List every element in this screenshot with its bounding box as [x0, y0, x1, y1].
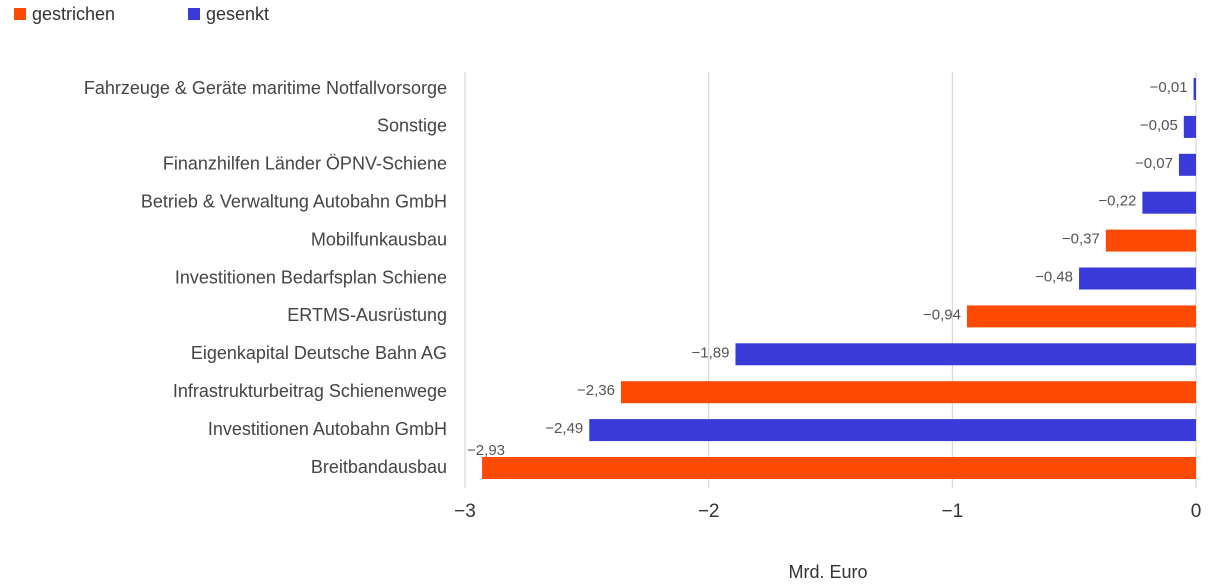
value-label: −0,37: [1062, 231, 1100, 248]
value-label: −0,22: [1098, 193, 1136, 210]
category-label: Eigenkapital Deutsche Bahn AG: [191, 343, 447, 363]
value-label: −0,01: [1150, 79, 1188, 96]
category-label: Finanzhilfen Länder ÖPNV-Schiene: [163, 154, 447, 174]
category-label: Breitbandausbau: [311, 457, 447, 477]
bar: [589, 419, 1196, 442]
value-label: −2,93: [467, 442, 505, 459]
bar: [620, 381, 1196, 404]
category-label: Investitionen Bedarfsplan Schiene: [175, 267, 447, 287]
category-label: ERTMS-Ausrüstung: [287, 305, 447, 325]
x-tick-label: −1: [941, 501, 963, 522]
bar: [1079, 267, 1196, 290]
value-label: −0,48: [1035, 268, 1073, 285]
value-label: −1,89: [692, 344, 730, 361]
bar: [482, 457, 1197, 479]
value-label: −0,05: [1140, 117, 1178, 134]
x-tick-label: 0: [1191, 501, 1202, 522]
category-label: Sonstige: [377, 116, 447, 136]
value-label: −2,49: [545, 420, 583, 437]
bar: [966, 305, 1196, 328]
bar: [1142, 191, 1196, 214]
x-axis-label: Mrd. Euro: [788, 562, 867, 582]
bar: [1105, 229, 1196, 252]
category-label: Fahrzeuge & Geräte maritime Notfallvorso…: [84, 78, 447, 98]
value-label: −0,94: [923, 306, 961, 323]
legend-label: gestrichen: [32, 4, 115, 24]
category-label: Betrieb & Verwaltung Autobahn GmbH: [141, 191, 447, 211]
legend-swatch: [14, 8, 26, 20]
legend-swatch: [188, 8, 200, 20]
bar: [735, 343, 1196, 366]
category-label: Mobilfunkausbau: [311, 229, 447, 249]
category-label: Infrastrukturbeitrag Schienenwege: [173, 381, 447, 401]
x-tick-label: −3: [454, 501, 476, 522]
value-label: −2,36: [577, 382, 615, 399]
bar: [1183, 115, 1196, 138]
category-label: Investitionen Autobahn GmbH: [208, 419, 447, 439]
x-tick-label: −2: [698, 501, 720, 522]
bar: [1178, 153, 1196, 176]
legend-label: gesenkt: [206, 4, 269, 24]
value-label: −0,07: [1135, 155, 1173, 172]
bar: [1193, 78, 1196, 100]
